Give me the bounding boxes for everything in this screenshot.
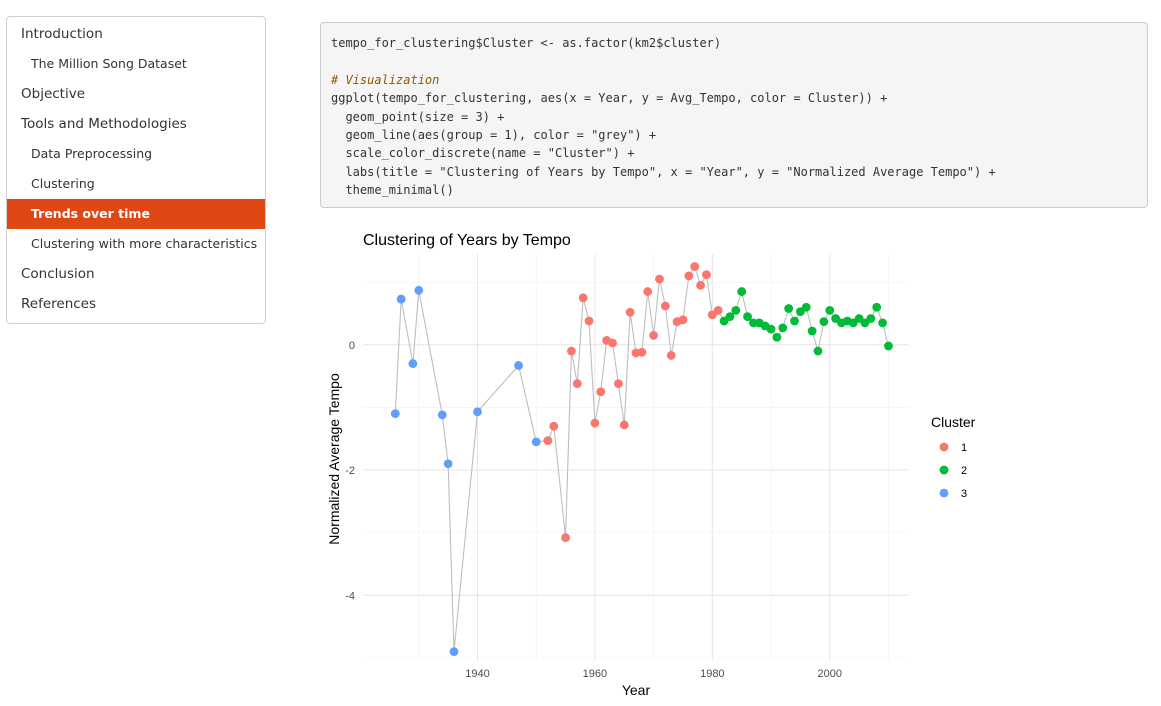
- data-point-cluster-2: [772, 332, 782, 342]
- y-axis-title: Normalized Average Tempo: [326, 373, 342, 545]
- data-point-cluster-2: [725, 312, 735, 322]
- data-point-cluster-1: [549, 421, 559, 431]
- code-line-4: geom_point(size = 3) +: [331, 109, 505, 124]
- data-point-cluster-1: [567, 346, 576, 356]
- code-line-5: geom_line(aes(group = 1), color = "grey"…: [331, 128, 657, 143]
- y-tick-label: 0: [349, 340, 355, 352]
- data-point-cluster-1: [613, 379, 623, 389]
- x-tick-label: 1980: [700, 668, 724, 680]
- data-point-cluster-3: [396, 294, 406, 304]
- data-point-cluster-1: [637, 347, 647, 357]
- code-line-2: # Visualization: [331, 72, 440, 87]
- data-point-cluster-1: [643, 287, 653, 296]
- code-line-6: scale_color_discrete(name = "Cluster") +: [331, 146, 635, 161]
- data-point-cluster-2: [737, 287, 747, 296]
- legend-key-2: [939, 465, 949, 475]
- data-point-cluster-1: [608, 338, 617, 348]
- grid-lines: [363, 254, 909, 661]
- toc-item-objective[interactable]: Objective: [21, 86, 86, 102]
- code-line-7: labs(title = "Clustering of Years by Tem…: [331, 164, 996, 179]
- data-point-cluster-1: [660, 301, 670, 311]
- x-tick-label: 1940: [465, 668, 489, 680]
- toc-item-clustering[interactable]: Clustering: [31, 176, 95, 191]
- data-point-cluster-1: [702, 270, 711, 280]
- data-point-cluster-1: [578, 293, 588, 303]
- legend-label-1: 1: [961, 442, 967, 454]
- toc-item-the-million-song-dataset[interactable]: The Million Song Dataset: [31, 56, 187, 71]
- toc-item-clustering-with-more-characteristics[interactable]: Clustering with more characteristics: [31, 236, 258, 251]
- table-of-contents: Introduction The Million Song Dataset Obje…: [6, 16, 266, 324]
- data-point-cluster-1: [572, 379, 582, 389]
- data-point-cluster-1: [561, 533, 570, 543]
- data-point-cluster-3: [390, 409, 400, 419]
- data-point-cluster-3: [408, 359, 418, 368]
- data-point-cluster-1: [590, 418, 600, 428]
- y-tick-label: -4: [345, 590, 355, 602]
- code-line-3: ggplot(tempo_for_clustering, aes(x = Yea…: [331, 91, 888, 106]
- toc-item-tools-and-methodologies[interactable]: Tools and Methodologies: [21, 116, 187, 132]
- data-point-cluster-3: [414, 285, 424, 295]
- data-point-cluster-2: [766, 324, 776, 334]
- data-point-cluster-1: [684, 271, 694, 281]
- data-point-cluster-2: [731, 305, 741, 315]
- data-point-cluster-1: [713, 305, 723, 315]
- toc-item-conclusion[interactable]: Conclusion: [21, 266, 95, 282]
- data-point-cluster-2: [813, 346, 823, 356]
- data-point-cluster-1: [543, 436, 553, 445]
- data-point-cluster-2: [778, 323, 788, 333]
- chart-title: Clustering of Years by Tempo: [363, 232, 571, 249]
- data-point-cluster-1: [625, 307, 635, 317]
- data-point-cluster-1: [696, 280, 705, 290]
- data-point-cluster-3: [449, 647, 459, 657]
- data-points: [390, 262, 893, 657]
- tempo-cluster-chart: 1940 1960 1980 2000 0 -2 -4 Clustering of Year…: [326, 232, 976, 698]
- data-point-cluster-2: [801, 302, 811, 312]
- code-line-1: tempo_for_clustering$Cluster <- as.facto…: [331, 36, 722, 50]
- data-point-cluster-2: [743, 312, 752, 322]
- tick-labels: 1940 1960 1980 2000 0 -2 -4: [345, 340, 842, 680]
- toc-item-data-preprocessing[interactable]: Data Preprocessing: [31, 146, 153, 161]
- toc-item-trends-over-time[interactable]: Trends over time: [7, 199, 265, 229]
- data-point-cluster-1: [655, 274, 664, 284]
- data-point-cluster-1: [678, 315, 688, 325]
- data-point-cluster-3: [473, 407, 482, 417]
- code-text: tempo_for_clustering$Cluster <- as.facto…: [331, 34, 1137, 200]
- data-point-cluster-2: [784, 304, 794, 313]
- data-point-cluster-1: [690, 262, 700, 271]
- legend-title: Cluster: [931, 414, 976, 430]
- legend-key-1: [939, 442, 949, 452]
- legend-label-2: 2: [961, 465, 967, 477]
- data-point-cluster-3: [443, 459, 453, 469]
- data-point-cluster-2: [825, 305, 835, 315]
- code-blank-line: [331, 52, 1137, 70]
- code-line-8: theme_minimal(): [331, 183, 454, 198]
- data-point-cluster-1: [619, 420, 629, 430]
- legend-label-3: 3: [961, 488, 967, 500]
- x-axis-title: Year: [622, 682, 651, 698]
- data-point-cluster-2: [807, 326, 817, 336]
- data-point-cluster-2: [878, 318, 887, 328]
- data-point-cluster-2: [790, 316, 799, 326]
- legend-key-3: [939, 488, 949, 498]
- x-tick-label: 2000: [817, 668, 841, 680]
- toc-item-introduction[interactable]: Introduction: [21, 26, 103, 42]
- toc-item-references[interactable]: References: [21, 296, 97, 312]
- data-point-cluster-2: [866, 314, 876, 323]
- data-point-cluster-1: [649, 331, 659, 340]
- data-point-cluster-1: [584, 316, 594, 326]
- data-point-cluster-3: [531, 437, 541, 447]
- data-point-cluster-2: [819, 317, 829, 327]
- data-point-cluster-3: [437, 410, 447, 420]
- legend: Cluster 1 2 3: [931, 414, 976, 500]
- data-point-cluster-2: [872, 302, 882, 312]
- data-point-cluster-3: [514, 361, 523, 370]
- data-point-cluster-1: [666, 351, 676, 360]
- data-point-cluster-2: [884, 341, 893, 351]
- connecting-line-group: [394, 265, 889, 652]
- data-point-cluster-1: [596, 387, 606, 397]
- x-tick-label: 1960: [583, 668, 607, 680]
- y-tick-label: -2: [345, 465, 355, 477]
- connecting-line: [394, 265, 889, 652]
- code-block: tempo_for_clustering$Cluster <- as.facto…: [320, 22, 1148, 208]
